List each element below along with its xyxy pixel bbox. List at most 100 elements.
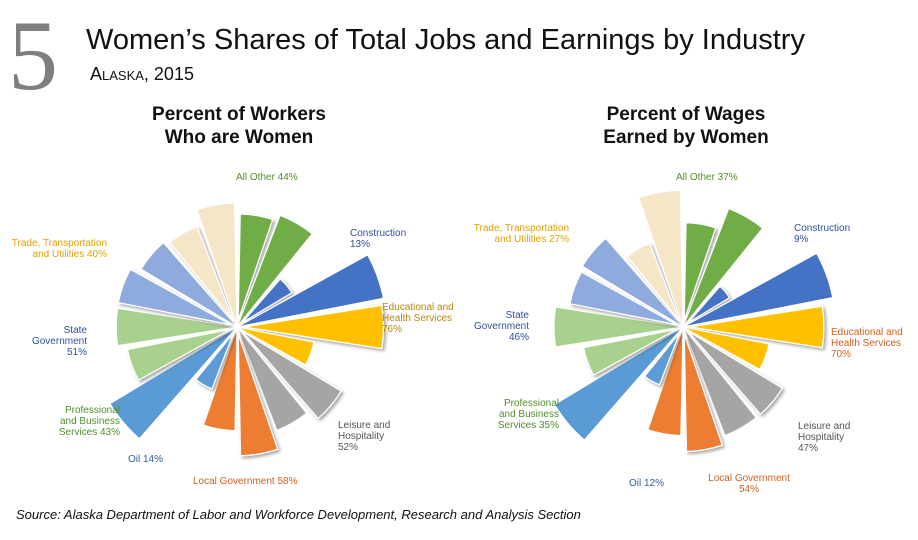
left-label-all-other-line: All Other 44%: [236, 172, 298, 183]
left-wedge-educational-and-health-services: [243, 304, 385, 350]
left-label-state-gov-line: 51%: [67, 347, 87, 358]
right-wedge-trade-transportation-and-utilities: [626, 242, 681, 322]
left-chart-title: Percent of Workers Who are Women: [109, 104, 369, 150]
left-label-prof-line: Services 43%: [59, 427, 120, 438]
right-wedge-state-government-men: [581, 237, 684, 328]
right-label-trade-line: Trade, Transportation: [474, 223, 569, 234]
left-label-oil-line: Oil 14%: [128, 454, 163, 465]
right-label-all-other-line: All Other 37%: [676, 172, 738, 183]
right-label-all-other: All Other 37%: [676, 172, 738, 183]
right-wedge-oil-men: [553, 326, 684, 441]
left-label-edu-line: 76%: [382, 324, 402, 335]
right-label-state-gov-line: State: [506, 310, 530, 321]
left-wedge-oil: [195, 332, 235, 390]
right-polar-chart: [553, 189, 834, 453]
left-wedge-all-other-men: [236, 214, 314, 328]
left-label-oil: Oil 14%: [128, 454, 163, 465]
right-wedge-professional-and-business-services-men: [553, 306, 684, 348]
left-chart-title-line2: Who are Women: [164, 126, 314, 148]
right-label-state-gov: State Government 46%: [474, 310, 529, 343]
right-wedge-all-other-men: [682, 207, 764, 328]
left-wedge-state-government-men: [140, 241, 238, 328]
right-label-edu-line: 70%: [831, 349, 851, 360]
left-wedge-construction-men: [236, 254, 385, 328]
right-wedge-professional-and-business-services: [582, 328, 677, 376]
left-label-leisure-line: Hospitality: [338, 431, 384, 442]
page-subtitle: Alaska, 2015: [90, 64, 194, 84]
right-label-local-gov-line: Local Government: [708, 473, 790, 484]
right-label-construction-line: 9%: [794, 234, 809, 245]
right-wedge-educational-and-health-services: [689, 305, 825, 349]
left-label-state-gov: State Government 51%: [32, 325, 87, 358]
page-title: Women’s Shares of Total Jobs and Earning…: [86, 24, 805, 56]
right-label-prof: Professional and Business Services 35%: [498, 398, 559, 431]
left-label-leisure-line: 52%: [338, 442, 358, 453]
right-label-state-gov-line: 46%: [509, 332, 529, 343]
left-label-state-gov-line: Government: [32, 336, 87, 347]
right-label-leisure-line: Hospitality: [798, 432, 844, 443]
right-wedge-state-government: [569, 271, 677, 326]
left-wedge-construction: [241, 278, 293, 324]
right-wedge-leisure-and-hospitality-men: [682, 326, 757, 437]
left-label-edu-line: Educational and: [382, 302, 454, 313]
left-label-construction-line: Construction: [350, 228, 406, 239]
right-wedge-local-government-men: [647, 326, 684, 437]
right-label-edu-line: Health Services: [831, 338, 901, 349]
right-chart-labels: All Other 37% Construction 9% Educational a…: [474, 172, 903, 495]
right-wedge-all-other: [683, 222, 717, 321]
right-wedge-trade-transportation-and-utilities-men: [637, 189, 684, 328]
left-label-leisure-line: Leisure and: [338, 420, 390, 431]
left-wedge-local-government: [237, 333, 279, 457]
right-label-trade-line: and Utilities 27%: [495, 234, 570, 245]
right-wedge-local-government: [683, 333, 724, 453]
left-label-trade-line: and Utilities 40%: [33, 249, 108, 260]
right-label-edu-line: Educational and: [831, 327, 903, 338]
right-chart-title: Percent of Wages Earned by Women: [556, 104, 816, 150]
right-label-prof-line: and Business: [499, 409, 559, 420]
right-label-local-gov-line: 54%: [739, 484, 759, 495]
left-wedge-educational-and-health-services-men: [236, 326, 315, 366]
left-wedge-leisure-and-hospitality: [241, 330, 342, 420]
left-chart-title-line1: Percent of Workers: [152, 104, 326, 125]
right-label-leisure-line: 47%: [798, 443, 818, 454]
left-wedge-professional-and-business-services-men: [115, 307, 238, 347]
right-label-leisure-line: Leisure and: [798, 421, 850, 432]
left-label-local-gov: Local Government 58%: [193, 476, 298, 487]
source-note: Source: Alaska Department of Labor and W…: [16, 507, 581, 522]
left-label-construction-line: 13%: [350, 239, 370, 250]
right-label-local-gov: Local Government 54%: [708, 473, 790, 495]
left-label-leisure: Leisure and Hospitality 52%: [338, 420, 390, 453]
left-label-edu-line: Health Services: [382, 313, 452, 324]
left-label-prof-line: Professional: [65, 405, 120, 416]
left-label-trade: Trade, Transportation and Utilities 40%: [12, 238, 107, 260]
right-wedge-construction: [687, 285, 731, 324]
right-label-leisure: Leisure and Hospitality 47%: [798, 421, 850, 454]
left-label-prof-line: and Business: [60, 416, 120, 427]
right-chart-title-line1: Percent of Wages: [606, 104, 766, 125]
left-chart-labels: All Other 44% Construction 13% Educational …: [12, 172, 454, 487]
left-polar-chart: [109, 202, 385, 457]
right-label-oil-line: Oil 12%: [629, 478, 664, 489]
left-label-edu: Educational and Health Services 76%: [382, 302, 454, 335]
right-wedge-educational-and-health-services-men: [682, 326, 770, 371]
right-wedge-oil: [643, 332, 681, 386]
left-label-prof: Professional and Business Services 43%: [59, 405, 120, 438]
left-wedge-local-government-men: [202, 326, 238, 432]
left-wedge-oil-men: [109, 326, 238, 440]
right-chart-title-line2: Earned by Women: [603, 126, 769, 148]
right-label-prof-line: Professional: [504, 398, 559, 409]
left-label-construction: Construction 13%: [350, 228, 406, 250]
right-label-construction: Construction 9%: [794, 223, 850, 245]
right-label-trade: Trade, Transportation and Utilities 27%: [474, 223, 569, 245]
left-wedge-leisure-and-hospitality-men: [236, 326, 308, 432]
right-label-construction-line: Construction: [794, 223, 850, 234]
left-label-local-gov-line: Local Government 58%: [193, 476, 298, 487]
right-wedge-leisure-and-hospitality: [687, 330, 784, 416]
figure-number: 5: [8, 0, 58, 111]
right-label-prof-line: Services 35%: [498, 420, 559, 431]
left-label-all-other: All Other 44%: [236, 172, 298, 183]
left-wedge-professional-and-business-services: [126, 328, 231, 381]
left-label-trade-line: Trade, Transportation: [12, 238, 107, 249]
left-wedge-state-government: [117, 268, 231, 326]
